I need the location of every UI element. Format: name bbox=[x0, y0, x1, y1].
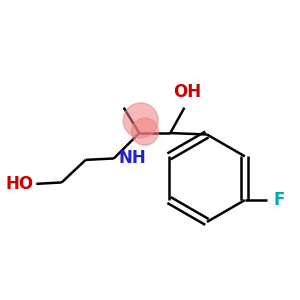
Text: F: F bbox=[273, 191, 284, 209]
Text: NH: NH bbox=[118, 149, 146, 167]
Text: HO: HO bbox=[5, 175, 34, 193]
Circle shape bbox=[131, 118, 158, 145]
Text: OH: OH bbox=[173, 82, 201, 100]
Circle shape bbox=[123, 103, 158, 138]
